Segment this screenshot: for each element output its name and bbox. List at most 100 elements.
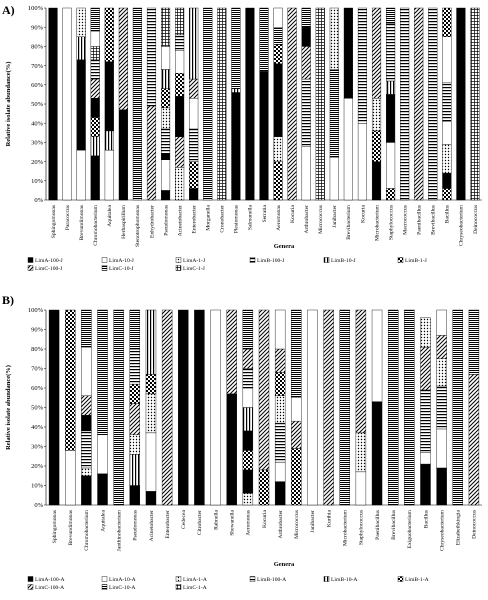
category-label: Microbacterium: [374, 204, 380, 241]
bar-segment-limc-100-a: [161, 309, 173, 506]
panel-b: B) 0% 10% 20% 30% 40% 50% 60% 70% 80% 90% 100% Relat…: [2, 293, 482, 591]
y-tick-label: 30%: [31, 140, 44, 147]
legend-swatch: [175, 265, 182, 271]
category-label: Arthrobacter: [304, 205, 310, 234]
bar-segment-limb-10-j: [104, 130, 114, 151]
category-label: Kocuria: [290, 204, 296, 223]
category-label: Micrococcus: [318, 205, 324, 234]
y-tick-label: 40%: [31, 424, 44, 431]
legend-swatch: [397, 576, 404, 582]
bar-segment-limc-100-a: [355, 309, 367, 434]
bar-segment-lima-10-j: [76, 149, 86, 201]
category-label: Bacillus: [445, 205, 451, 223]
category-label: Microbacterium: [343, 509, 349, 546]
bar-segment-limb-100-j: [428, 7, 438, 201]
bar-segment-limc-100-j: [371, 7, 382, 99]
legend-swatch: [101, 584, 108, 590]
y-tick-label: 10%: [31, 178, 44, 185]
category-label: Cedecea: [181, 509, 187, 528]
legend-label: LimC-100-J: [35, 266, 63, 272]
bar-segment-limb-100-j: [442, 82, 452, 122]
legend-swatch: [397, 257, 404, 263]
legend-label: LimA-1-A: [183, 577, 207, 583]
bar-segment-lima-1-j: [76, 7, 86, 37]
bar-segment-lima-10-a: [81, 346, 92, 396]
category-label: Bacillus: [423, 510, 429, 528]
y-tick-label: 40%: [31, 120, 44, 127]
bar-segment-limc-10-a: [81, 309, 92, 348]
legend-label: LimB-100-J: [257, 258, 285, 264]
category-label: Aeromonas: [276, 205, 282, 231]
y-tick-label: 90%: [31, 24, 44, 31]
bar-segment-lima-10-j: [160, 159, 171, 191]
legend-label: LimA-10-J: [109, 258, 135, 264]
bar-segment-lima-100-a: [371, 401, 383, 506]
bar-segment-limc-10-a: [452, 309, 463, 506]
bar-segment-lima-10-a: [97, 434, 108, 474]
bar-segment-limb-1-a: [242, 450, 254, 471]
y-tick-label: 20%: [31, 159, 44, 166]
legend-swatch: [249, 576, 256, 582]
category-label: Serratia: [262, 204, 268, 222]
category-label: Paenibacillus: [417, 205, 423, 235]
legend-swatch: [101, 257, 108, 263]
category-label: Macrococcus: [402, 205, 408, 235]
bar-segment-lima-10-j: [189, 98, 199, 130]
category-label: Acinetobacter: [149, 510, 155, 542]
bar-segment-limb-10-a: [129, 454, 141, 486]
y-tick-label: 50%: [31, 405, 44, 412]
bar-segment-limc-100-a: [436, 335, 447, 359]
legend-label: LimA-100-J: [35, 258, 63, 264]
bar-segment-lima-100-j: [160, 190, 171, 201]
bar-segment-limc-100-j: [301, 46, 311, 80]
bar-segment-lima-100-j: [90, 155, 100, 201]
bar-segment-lima-100-a: [129, 485, 141, 506]
category-label: Elizabethkingia: [456, 509, 462, 545]
bar-segment-limc-10-a: [97, 309, 108, 436]
bar-segment-lima-100-j: [160, 153, 171, 160]
y-tick-label: 90%: [31, 327, 44, 334]
bar-segment-limb-100-a: [242, 368, 254, 389]
category-label: Herbaspirillum: [121, 204, 127, 239]
bar-segment-lima-1-a: [129, 434, 141, 455]
category-label: Chromobacterium: [93, 204, 99, 245]
bar-segment-limc-100-a: [468, 374, 480, 506]
bar-segment-limc-100-a: [81, 395, 92, 416]
legend-label: LimC-1-A: [183, 585, 207, 591]
bar-segment-lima-1-a: [274, 395, 286, 424]
bar-segment-limc-100-a: [274, 348, 286, 373]
x-axis-title: Genera: [274, 243, 295, 250]
bar-segment-limb-1-j: [273, 44, 283, 64]
bar-segment-lima-10-a: [274, 309, 286, 350]
category-label: Arthrobacter: [278, 510, 284, 539]
category-label: Brevibacterium: [346, 204, 352, 239]
category-label: Chryseobacterium: [459, 204, 465, 246]
bar-segment-lima-1-a: [436, 358, 447, 387]
legend-swatch: [101, 265, 108, 271]
bar-segment-lima-100-j: [189, 188, 199, 201]
bar-segment-lima-100-j: [90, 98, 100, 118]
y-axis-title: Relative isolate abundance(%): [5, 62, 12, 147]
bar-segment-limc-10-j: [231, 7, 241, 89]
bar-segment-limb-100-j: [146, 7, 157, 107]
bar-segment-lima-100-j: [456, 7, 466, 201]
bar-segment-lima-10-a: [274, 461, 286, 482]
bar-segment-lima-100-a: [420, 463, 431, 506]
bar-segment-lima-100-j: [231, 92, 241, 201]
bar-segment-limc-10-j: [132, 7, 142, 201]
bar-segment-lima-10-j: [442, 36, 452, 84]
bar-segment-limb-100-j: [301, 78, 311, 147]
bar-segment-lima-100-j: [118, 109, 128, 201]
bar-segment-lima-10-a: [65, 450, 76, 506]
category-label: Chryseobacterium: [439, 509, 445, 551]
category-label: Brevundimonas: [68, 510, 74, 545]
bar-segment-limb-10-j: [231, 88, 241, 93]
bar-segment-limb-1-a: [258, 469, 270, 506]
legend-label: LimA-100-A: [35, 577, 65, 583]
category-label: Stenotrophomonas: [135, 205, 141, 247]
bar-segment-limb-1-a: [274, 372, 286, 396]
bar-segment-limc-100-j: [175, 136, 185, 168]
y-tick-label: 70%: [31, 366, 44, 373]
bar-segment-lima-10-a: [355, 471, 367, 506]
panel-label: A): [2, 3, 15, 17]
